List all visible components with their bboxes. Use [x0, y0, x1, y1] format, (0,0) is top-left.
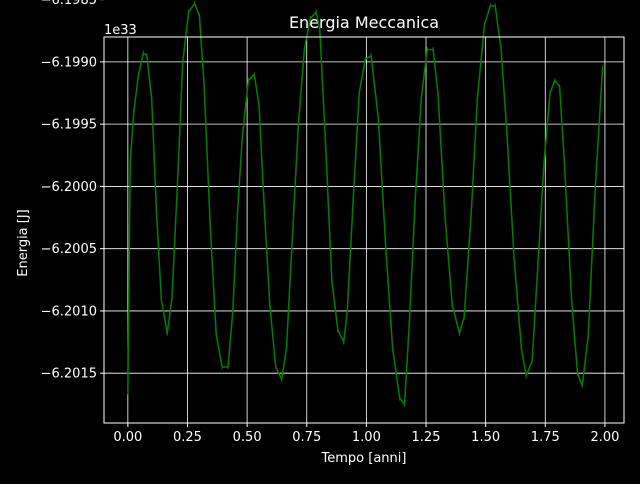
x-tick-label: 2.00: [590, 430, 619, 445]
y-tick-label: −6.2010: [41, 304, 97, 319]
y-tick-label: −6.2005: [41, 242, 97, 257]
x-axis-label: Tempo [anni]: [321, 451, 407, 466]
grid: [104, 0, 624, 423]
x-tick-label: 0.25: [173, 430, 202, 445]
x-tick-label: 1.00: [352, 430, 381, 445]
y-tick-label: −6.2000: [41, 180, 97, 195]
y-axis-label: Energia [J]: [16, 209, 31, 277]
chart-title: Energia Meccanica: [289, 13, 439, 32]
x-tick-label: 0.75: [292, 430, 321, 445]
x-tick-label: 1.50: [471, 430, 500, 445]
x-tick-label: 1.25: [412, 430, 441, 445]
y-tick-label: −6.1985: [41, 0, 97, 8]
x-tick-label: 0.00: [113, 430, 142, 445]
x-tick-label: 1.75: [531, 430, 560, 445]
axis-ticks: 0.00 0.25 0.50 0.75 1.00 1.25 1.50 1.75 2.00 −6.2…: [41, 0, 619, 445]
series-layer: [127, 0, 604, 407]
y-tick-label: −6.2015: [41, 367, 97, 382]
x-tick-label: 0.50: [233, 430, 262, 445]
y-offset-label: 1e33: [104, 23, 137, 38]
y-tick-label: −6.1990: [41, 55, 97, 70]
plot-frame: [103, 36, 625, 424]
y-tick-label: −6.1995: [41, 118, 97, 133]
